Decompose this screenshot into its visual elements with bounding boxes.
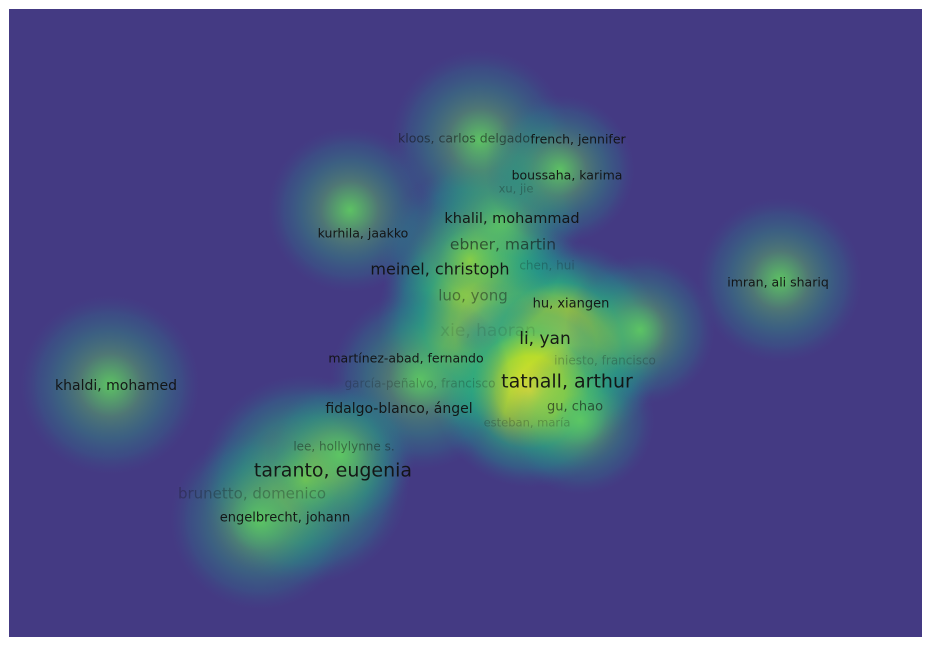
author-label[interactable]: french, jennifer — [530, 132, 626, 147]
author-label[interactable]: gu, chao — [547, 400, 603, 415]
density-hotspot — [267, 127, 433, 293]
density-blobs — [20, 50, 863, 610]
author-label[interactable]: meinel, christoph — [370, 260, 509, 279]
density-map: kloos, carlos delgado french, jennifer bou… — [9, 9, 922, 637]
author-label[interactable]: xu, jie — [499, 182, 534, 196]
author-label[interactable]: khalil, mohammad — [444, 211, 579, 227]
author-label[interactable]: kurhila, jaakko — [318, 226, 409, 241]
author-label[interactable]: luo, yong — [438, 287, 507, 305]
author-label[interactable]: xie, haoran — [440, 321, 536, 341]
density-hotspot — [265, 380, 415, 530]
author-label[interactable]: iniesto, francisco — [554, 354, 656, 368]
author-label[interactable]: fidalgo-blanco, ángel — [325, 401, 472, 417]
author-label[interactable]: martínez-abad, fernando — [328, 351, 483, 366]
density-hotspot — [697, 197, 863, 363]
author-label[interactable]: boussaha, karima — [512, 168, 623, 183]
author-label[interactable]: engelbrecht, johann — [220, 511, 350, 526]
author-label[interactable]: kloos, carlos delgado — [398, 131, 530, 146]
author-label[interactable]: imran, ali shariq — [727, 275, 829, 290]
author-label[interactable]: garcía-peñalvo, francisco — [345, 377, 496, 391]
author-label[interactable]: hu, xiangen — [533, 297, 610, 312]
author-label[interactable]: brunetto, domenico — [178, 485, 326, 503]
author-labels: kloos, carlos delgado french, jennifer bou… — [55, 131, 829, 526]
density-hotspot — [20, 295, 200, 475]
author-label[interactable]: khaldi, mohamed — [55, 378, 177, 394]
author-label[interactable]: esteban, maría — [484, 416, 571, 430]
density-hotspot — [485, 95, 635, 245]
author-label[interactable]: chen, hui — [519, 259, 574, 273]
density-hotspot — [565, 255, 715, 405]
author-label[interactable]: lee, hollylynne s. — [293, 440, 394, 454]
author-label[interactable]: tatnall, arthur — [501, 371, 633, 393]
author-label[interactable]: ebner, martin — [450, 236, 556, 254]
author-label[interactable]: taranto, eugenia — [254, 460, 412, 482]
author-label[interactable]: li, yan — [519, 329, 571, 349]
